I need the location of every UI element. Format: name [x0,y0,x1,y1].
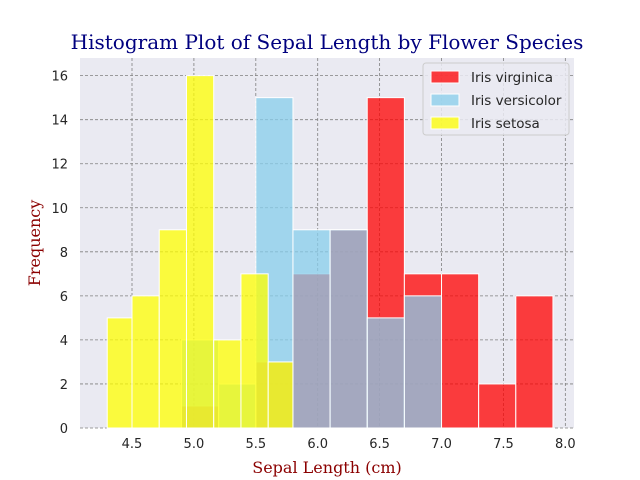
chart-title: Histogram Plot of Sepal Length by Flower… [71,30,584,54]
legend-swatch-0 [430,70,460,84]
y-tick-label-6: 12 [51,158,68,173]
legend-label-0: Iris virginica [471,70,553,86]
bar-series-2-bin-0 [106,317,133,429]
bar-series-1-bin-4 [329,229,368,429]
bar-series-1-bin-3 [292,229,331,429]
bar-series-0-bin-9 [515,295,554,429]
x-tick-label-4: 6.5 [369,437,390,452]
bar-series-1-bin-5 [366,317,405,429]
y-tick-label-2: 4 [60,334,68,349]
bar-series-2-bin-4 [213,339,242,429]
bar-series-0-bin-7 [441,273,480,429]
x-tick-labels: 4.5 5.0 5.5 6.0 6.5 7.0 7.5 8.0 [122,437,576,452]
x-tick-label-5: 7.0 [431,437,452,452]
histogram-bars [106,75,554,429]
y-tick-labels: 0 2 4 6 8 10 12 14 16 [51,70,68,437]
bar-series-2-bin-1 [131,295,160,429]
y-tick-label-4: 8 [60,246,68,261]
y-tick-label-5: 10 [51,202,68,217]
legend: Iris virginica Iris versicolor Iris setosa [422,62,570,136]
legend-label-2: Iris setosa [471,116,540,132]
legend-swatch-1 [430,93,460,107]
x-tick-label-7: 8.0 [555,437,576,452]
y-tick-label-3: 6 [60,290,68,305]
x-axis-label: Sepal Length (cm) [252,458,402,477]
y-tick-label-8: 16 [51,70,68,85]
bar-series-2-bin-2 [158,229,187,429]
y-tick-label-1: 2 [60,378,68,393]
bar-series-2-bin-6 [267,361,294,429]
bar-series-0-bin-8 [478,383,517,429]
x-tick-label-3: 6.0 [307,437,328,452]
y-tick-label-0: 0 [60,422,68,437]
x-tick-label-6: 7.5 [493,437,514,452]
legend-label-1: Iris versicolor [471,93,562,109]
x-tick-label-1: 5.0 [184,437,205,452]
x-tick-label-0: 4.5 [122,437,143,452]
legend-swatch-2 [430,116,460,130]
bar-series-2-bin-5 [240,273,269,429]
y-axis-label: Frequency [25,200,44,287]
bar-series-2-bin-3 [185,75,215,429]
x-tick-label-2: 5.5 [245,437,266,452]
y-tick-label-7: 14 [51,114,68,129]
bar-series-1-bin-6 [403,295,443,429]
